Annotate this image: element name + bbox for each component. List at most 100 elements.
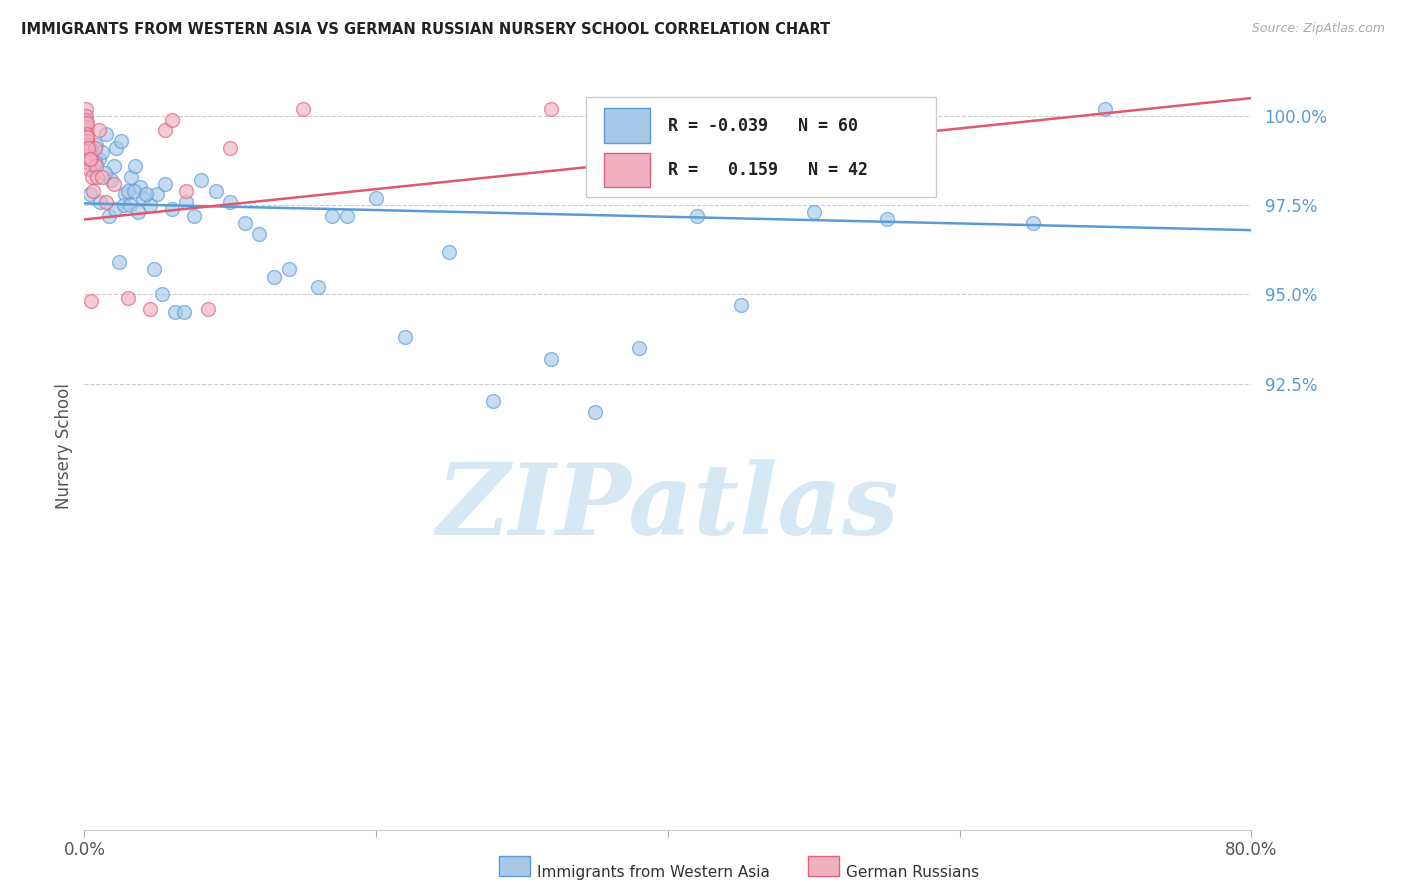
FancyBboxPatch shape [586,97,936,197]
Text: Source: ZipAtlas.com: Source: ZipAtlas.com [1251,22,1385,36]
Point [77,155,100,169]
Point [219,141,242,155]
Point [1094,102,1116,116]
Point [233,216,256,230]
Point [124,159,146,173]
Point [321,209,343,223]
Point [583,405,606,419]
Point [307,280,329,294]
Point [77,137,100,152]
Point [77,148,100,162]
Point [79,152,101,166]
Point [83,155,105,169]
Point [127,205,149,219]
Point [730,298,752,312]
Point [150,287,173,301]
Text: R = -0.039   N = 60: R = -0.039 N = 60 [668,117,858,135]
Point [98,209,121,223]
Point [146,187,169,202]
Point [83,141,105,155]
Point [90,169,112,184]
FancyBboxPatch shape [603,153,651,187]
Point [75,134,97,148]
Point [118,198,141,212]
Point [75,109,97,123]
Point [117,184,139,198]
FancyBboxPatch shape [603,109,651,143]
Point [108,255,131,269]
Point [173,305,195,319]
Point [103,159,125,173]
Point [104,202,127,216]
Point [110,134,132,148]
Point [143,262,166,277]
Point [82,184,104,198]
Point [103,177,125,191]
Point [75,102,97,116]
Point [76,141,98,155]
Point [277,262,299,277]
Point [876,212,898,227]
Point [803,205,825,219]
Point [135,187,157,202]
Point [87,123,110,137]
Point [80,152,103,166]
Point [153,177,176,191]
Point [394,330,416,344]
Point [96,127,118,141]
Point [176,184,198,198]
Point [139,198,162,212]
Point [686,209,709,223]
Point [96,194,118,209]
Point [94,166,117,180]
Point [76,127,98,141]
Point [100,173,122,187]
Point [76,134,98,148]
Point [80,162,103,177]
Point [79,141,101,155]
Point [76,130,98,145]
Point [76,145,98,159]
Point [112,198,135,212]
Point [79,187,101,202]
Point [190,173,212,187]
Text: German Russians: German Russians [846,865,980,880]
Point [482,394,505,409]
Point [84,159,107,173]
Point [75,116,97,130]
Point [204,184,226,198]
Point [249,227,271,241]
Point [84,137,107,152]
Point [163,305,186,319]
Point [160,202,183,216]
Point [90,145,112,159]
Point [80,169,103,184]
Point [1021,216,1043,230]
Point [105,141,128,155]
Point [292,102,315,116]
Point [75,123,97,137]
Point [176,194,198,209]
Point [76,116,98,130]
Point [627,341,650,355]
Point [540,351,562,366]
Point [86,169,108,184]
Point [153,123,176,137]
Point [122,184,145,198]
Point [75,112,97,127]
Point [336,209,359,223]
Point [219,194,242,209]
Point [160,112,183,127]
Point [120,169,142,184]
Point [114,187,136,202]
Point [79,162,101,177]
Y-axis label: Nursery School: Nursery School [55,383,73,509]
Point [76,130,98,145]
Point [87,152,110,166]
Point [80,294,103,309]
Text: ZIPatlas: ZIPatlas [437,459,898,556]
Text: R =   0.159   N = 42: R = 0.159 N = 42 [668,161,868,179]
Point [76,120,98,134]
Point [366,191,388,205]
Point [132,191,155,205]
